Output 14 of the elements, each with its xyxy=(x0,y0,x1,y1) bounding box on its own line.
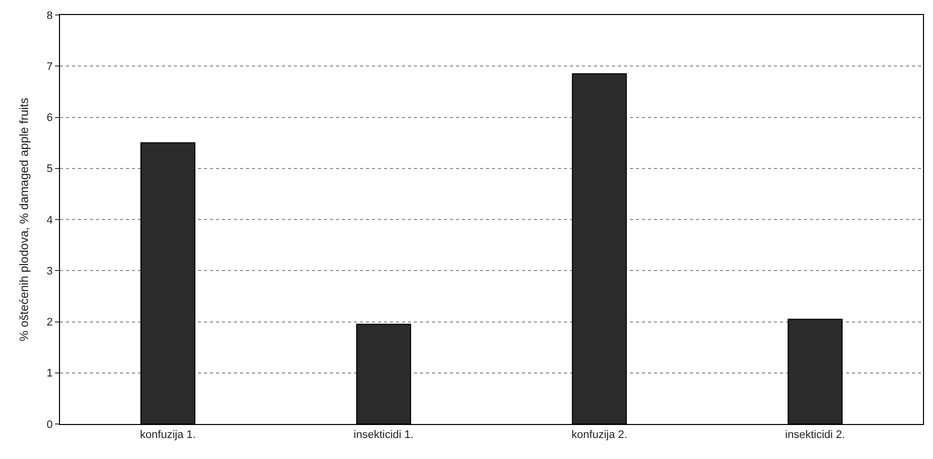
x-tick-label: konfuzija 2. xyxy=(572,429,628,442)
y-tick-label: 5 xyxy=(46,163,53,176)
x-tick-label: konfuzija 1. xyxy=(140,429,196,442)
y-tick-label: 1 xyxy=(46,368,53,380)
y-tick-label: 4 xyxy=(46,214,53,226)
y-tick-label: 6 xyxy=(46,112,53,124)
y-tick-label: 3 xyxy=(46,265,53,278)
x-tick-label: insekticidi 2. xyxy=(785,429,846,442)
y-axis-title: % oštećenih plodova, % damaged apple fruits xyxy=(16,98,31,342)
x-tick-label: insekticidi 1. xyxy=(354,429,414,442)
y-tick-label: 2 xyxy=(46,316,53,329)
y-tick-label: 8 xyxy=(46,10,53,22)
y-tick-label: 7 xyxy=(46,60,53,73)
y-tick-label: 0 xyxy=(46,418,53,431)
